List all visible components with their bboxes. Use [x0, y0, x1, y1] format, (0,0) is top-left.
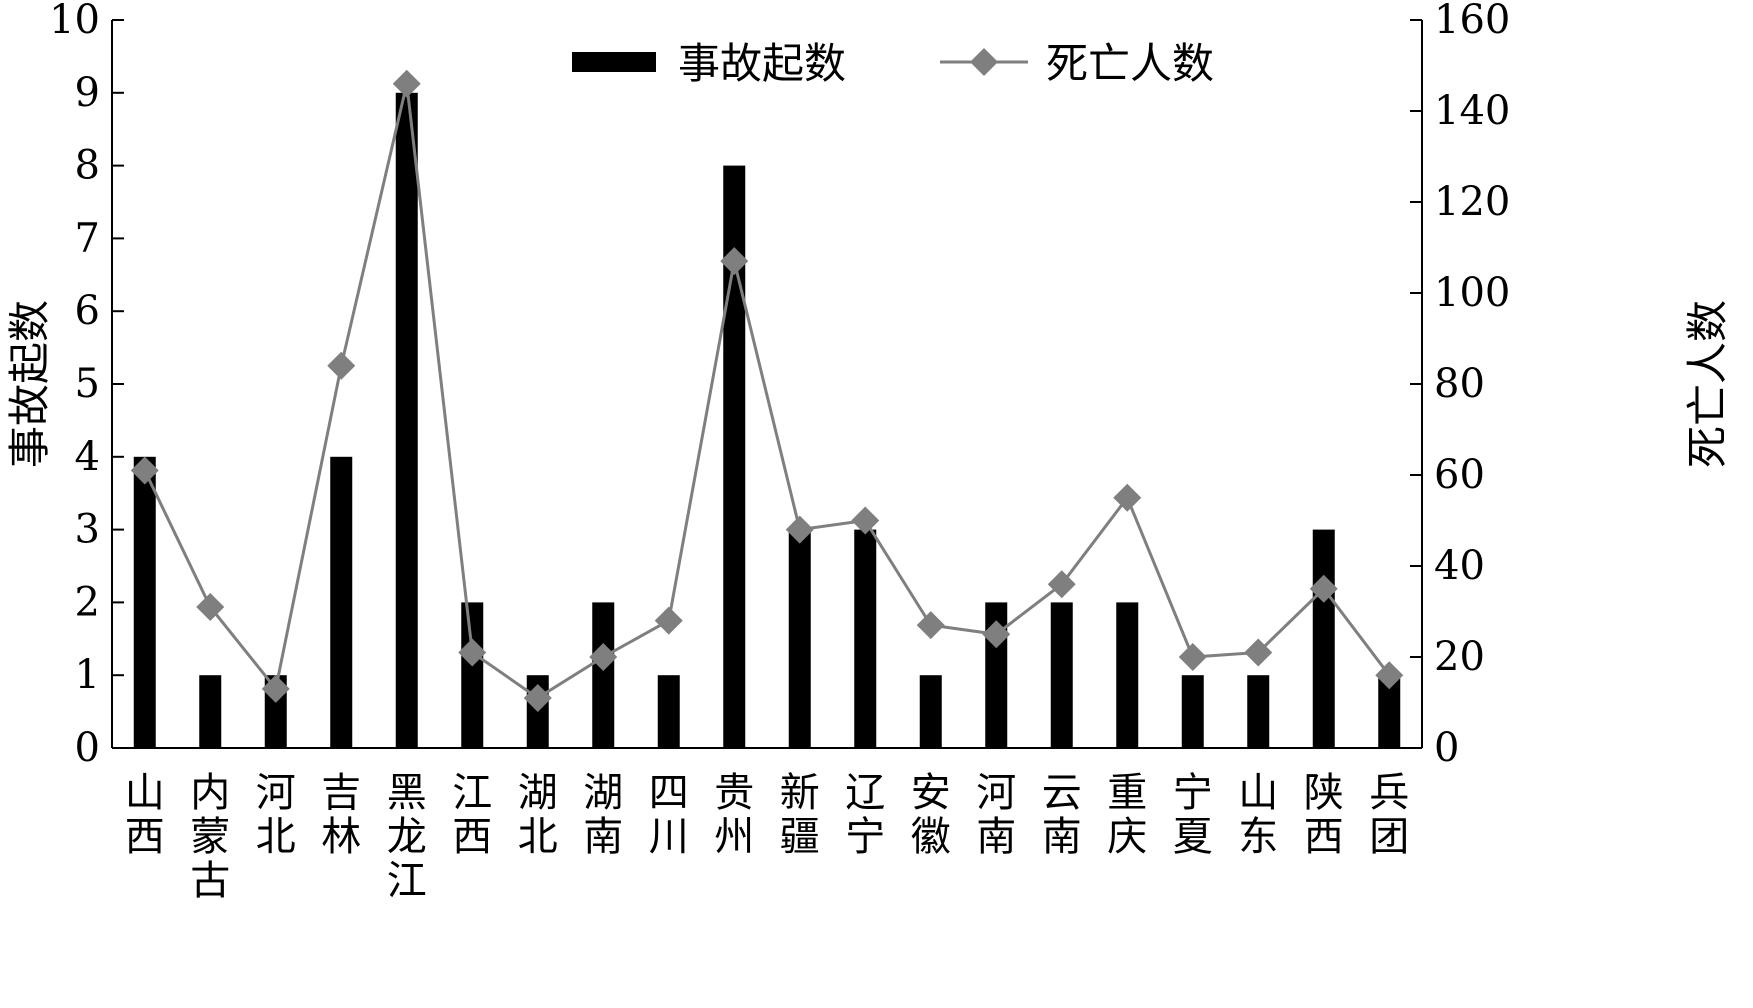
category-label: 山西: [125, 770, 165, 860]
category-label: 山东: [1238, 770, 1278, 860]
bar: [919, 675, 942, 748]
line-point-diamond: [1375, 661, 1404, 690]
y-tick-label-right: 80: [1434, 361, 1485, 407]
bar: [395, 92, 418, 749]
category-label: 四川: [649, 770, 689, 860]
y-tick-label-left: 6: [75, 288, 100, 334]
category-label: 安徽: [911, 770, 951, 860]
y-tick-label-left: 5: [75, 361, 100, 407]
y-tick-label-left: 2: [75, 579, 100, 625]
category-label: 宁夏: [1173, 770, 1213, 860]
y-tick-label-left: 9: [75, 70, 100, 116]
y-tick-label-right: 120: [1434, 179, 1510, 225]
legend: 事故起数 死亡人数: [572, 39, 1214, 88]
axes-group: [111, 20, 1423, 749]
y-tick-label-left: 7: [75, 215, 100, 261]
category-label: 兵团: [1369, 770, 1409, 860]
line-point-diamond: [392, 69, 421, 98]
bar: [133, 456, 156, 748]
bar: [1312, 529, 1335, 748]
bars-group: [133, 92, 1401, 749]
line-point-diamond: [589, 643, 618, 671]
category-label: 陕西: [1304, 770, 1344, 860]
bar: [330, 456, 353, 748]
line-series: [143, 83, 1391, 700]
line-point-diamond: [851, 506, 880, 535]
legend-bar-label: 事故起数: [678, 39, 846, 88]
category-label: 湖南: [583, 770, 623, 860]
line-point-diamond: [1178, 643, 1207, 671]
bar: [854, 529, 877, 748]
y-tick-label-right: 160: [1434, 0, 1510, 43]
bar: [657, 675, 680, 748]
line-point-diamond: [458, 638, 487, 667]
line-point-diamond: [1113, 483, 1142, 512]
y-tick-label-right: 100: [1434, 270, 1510, 316]
category-label: 湖北: [518, 770, 558, 860]
line-point-diamond: [720, 247, 749, 276]
bar: [461, 602, 484, 748]
category-label: 吉林: [321, 770, 361, 860]
line-series-group: [130, 69, 1404, 712]
line-point-diamond: [523, 683, 552, 712]
category-label: 新疆: [780, 770, 820, 860]
category-label: 辽宁: [845, 770, 885, 860]
y-tick-label-left: 4: [75, 434, 100, 480]
bar: [1116, 602, 1139, 748]
y-tick-label-left: 10: [49, 0, 100, 43]
y-tick-label-right: 140: [1434, 88, 1510, 134]
bar: [592, 602, 615, 748]
bar: [1181, 675, 1204, 748]
line-point-diamond: [196, 592, 225, 621]
y-axis-title-left: 事故起数: [5, 300, 54, 468]
y-tick-label-left: 0: [75, 725, 100, 771]
bar: [199, 675, 222, 748]
category-label: 重庆: [1107, 770, 1147, 860]
line-point-diamond: [916, 611, 945, 640]
line-point-diamond: [261, 674, 290, 703]
y-tick-label-right: 60: [1434, 452, 1485, 498]
legend-bar-swatch: [572, 52, 656, 72]
line-point-diamond: [130, 456, 159, 485]
bar: [788, 529, 811, 748]
y-tick-label-right: 40: [1434, 543, 1485, 589]
category-label: 江西: [452, 770, 492, 860]
y-tick-label-left: 3: [75, 507, 100, 553]
legend-diamond-marker: [970, 48, 998, 76]
line-point-diamond: [654, 606, 683, 635]
category-label: 内蒙古: [190, 770, 230, 904]
line-point-diamond: [1244, 638, 1273, 667]
bar: [1247, 675, 1270, 748]
legend-line-label: 死亡人数: [1046, 39, 1214, 88]
y-tick-label-left: 1: [75, 652, 100, 698]
y-tick-label-right: 0: [1434, 725, 1459, 771]
bar: [1050, 602, 1073, 748]
category-label: 河北: [256, 770, 296, 860]
category-label: 云南: [1042, 770, 1082, 860]
y-axis-title-right: 死亡人数: [1683, 300, 1732, 468]
line-point-diamond: [327, 351, 356, 380]
line-point-diamond: [1047, 570, 1076, 599]
line-point-diamond: [982, 620, 1011, 649]
bar: [723, 165, 746, 749]
category-label: 贵州: [714, 770, 754, 860]
line-point-diamond: [1309, 574, 1338, 603]
category-label: 河南: [976, 770, 1016, 860]
bar: [1378, 675, 1401, 748]
category-label: 黑龙江: [387, 770, 427, 904]
category-labels-group: 山西内蒙古河北吉林黑龙江江西湖北湖南四川贵州新疆辽宁安徽河南云南重庆宁夏山东陕西…: [125, 770, 1410, 904]
y-tick-label-left: 8: [75, 143, 100, 189]
y-tick-label-right: 20: [1434, 634, 1485, 680]
line-point-diamond: [785, 515, 814, 544]
